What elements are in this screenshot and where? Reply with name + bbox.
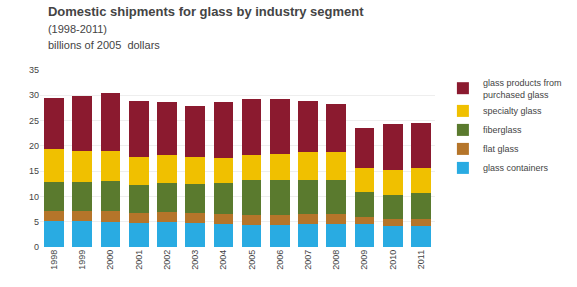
- svg-text:35: 35: [29, 65, 39, 75]
- svg-text:20: 20: [29, 141, 39, 151]
- svg-text:2001: 2001: [134, 250, 144, 270]
- svg-text:25: 25: [29, 116, 39, 126]
- svg-text:2006: 2006: [275, 250, 285, 270]
- svg-text:2008: 2008: [331, 250, 341, 270]
- svg-text:15: 15: [29, 166, 39, 176]
- svg-text:0: 0: [34, 242, 39, 252]
- svg-text:2003: 2003: [190, 250, 200, 270]
- svg-text:2011: 2011: [416, 250, 426, 269]
- svg-text:glass products frompurchased g: glass products frompurchased glass: [483, 78, 562, 100]
- svg-text:glass containers: glass containers: [483, 163, 549, 173]
- svg-text:fiberglass: fiberglass: [483, 125, 522, 135]
- svg-text:2009: 2009: [359, 250, 369, 270]
- svg-text:2002: 2002: [162, 250, 172, 270]
- svg-text:2010: 2010: [388, 250, 398, 270]
- svg-text:2000: 2000: [105, 250, 115, 270]
- svg-text:2004: 2004: [218, 250, 228, 270]
- svg-text:1998: 1998: [49, 250, 59, 270]
- svg-text:1999: 1999: [77, 250, 87, 270]
- svg-text:5: 5: [34, 217, 39, 227]
- svg-text:10: 10: [29, 192, 39, 202]
- svg-text:flat glass: flat glass: [483, 144, 519, 154]
- svg-text:2005: 2005: [247, 250, 257, 270]
- svg-text:30: 30: [29, 90, 39, 100]
- svg-text:specialty glass: specialty glass: [483, 106, 542, 116]
- svg-text:Domestic shipments for glass b: Domestic shipments for glass by industry…: [48, 4, 364, 52]
- svg-text:2007: 2007: [303, 250, 313, 270]
